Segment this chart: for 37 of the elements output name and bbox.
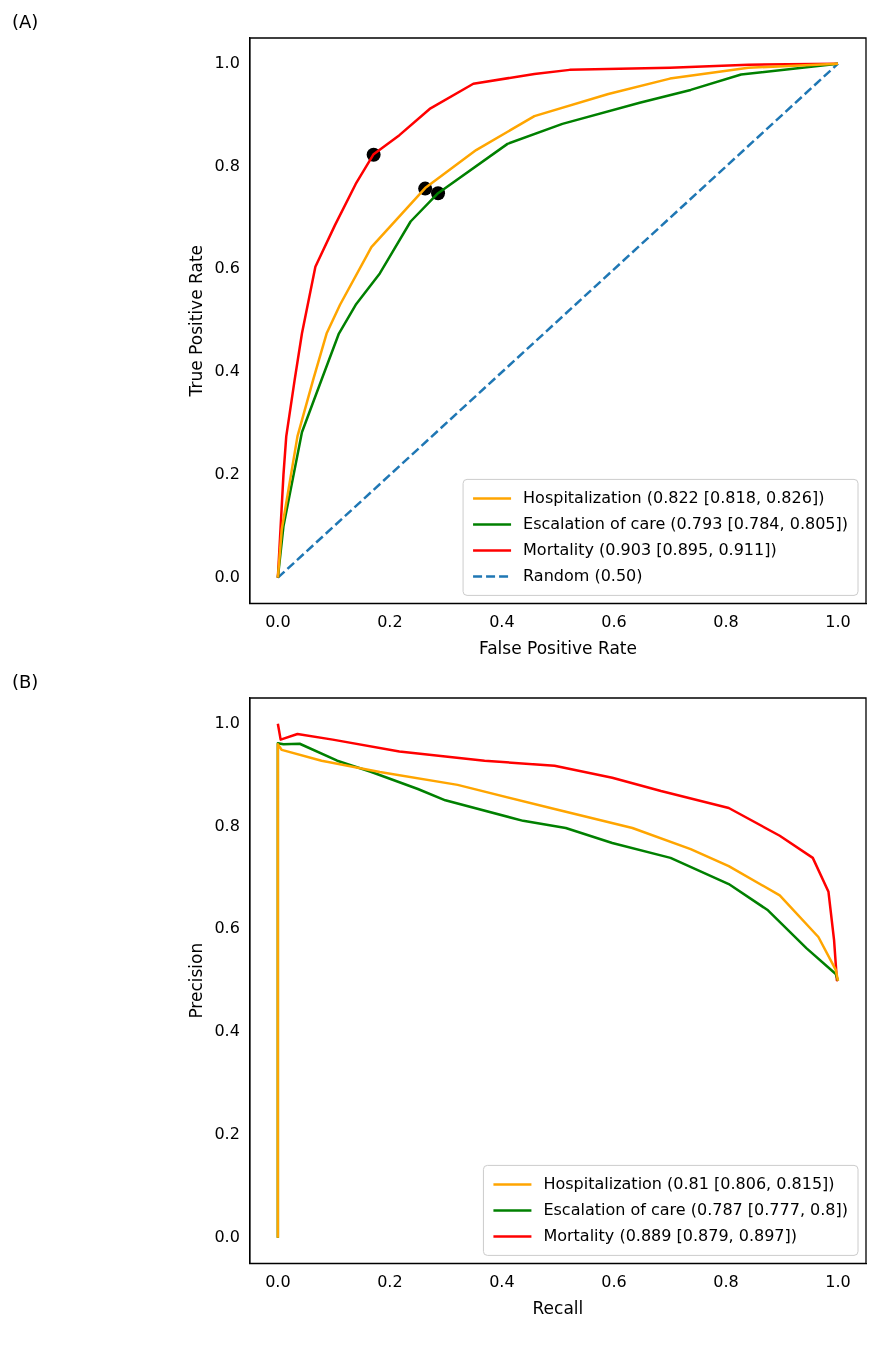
y-tick-label: 0.0 [214, 1226, 240, 1246]
y-tick-label: 0.2 [214, 1124, 240, 1144]
y-tick-label: 0.6 [214, 258, 240, 278]
legend-label: Escalation of care (0.787 [0.777, 0.8]) [543, 1199, 848, 1219]
y-tick-label: 0.8 [214, 815, 240, 835]
x-tick-label: 0.8 [713, 612, 739, 632]
text: (B) [12, 670, 39, 692]
y-tick-label: 1.0 [214, 712, 240, 732]
legend-label: Random (0.50) [523, 565, 643, 585]
x-tick-label: 0.6 [601, 1272, 627, 1292]
legend-label: Escalation of care (0.793 [0.784, 0.805]) [523, 513, 848, 533]
x-tick-label: 1.0 [825, 612, 851, 632]
y-tick-label: 0.2 [214, 464, 240, 484]
y-tick-label: 0.4 [214, 1021, 240, 1041]
x-tick-label: 0.2 [377, 1272, 403, 1292]
legend-label: Mortality (0.889 [0.879, 0.897]) [543, 1225, 798, 1245]
x-axis-title: False Positive Rate [478, 638, 637, 659]
x-tick-label: 0.4 [489, 612, 515, 632]
y-tick-label: 0.6 [214, 918, 240, 938]
text: (A) [12, 10, 39, 32]
y-tick-label: 0.4 [214, 361, 240, 381]
x-tick-label: 1.0 [825, 1272, 851, 1292]
y-tick-label: 1.0 [214, 52, 240, 72]
x-tick-label: 0.8 [713, 1272, 739, 1292]
x-axis-title: Recall [532, 1298, 584, 1319]
y-axis-title: Precision [185, 942, 206, 1019]
x-tick-label: 0.2 [377, 612, 403, 632]
x-tick-label: 0.0 [265, 612, 291, 632]
x-tick-label: 0.6 [601, 612, 627, 632]
x-tick-label: 0.0 [265, 1272, 291, 1292]
legend-label: Mortality (0.903 [0.895, 0.911]) [523, 539, 777, 559]
y-axis-title: True Positive Rate [185, 244, 206, 398]
y-tick-label: 0.0 [214, 566, 240, 586]
x-tick-label: 0.4 [489, 1272, 515, 1292]
y-tick-label: 0.8 [214, 155, 240, 175]
legend-label: Hospitalization (0.81 [0.806, 0.815]) [543, 1173, 835, 1193]
legend-label: Hospitalization (0.822 [0.818, 0.826]) [523, 487, 825, 507]
